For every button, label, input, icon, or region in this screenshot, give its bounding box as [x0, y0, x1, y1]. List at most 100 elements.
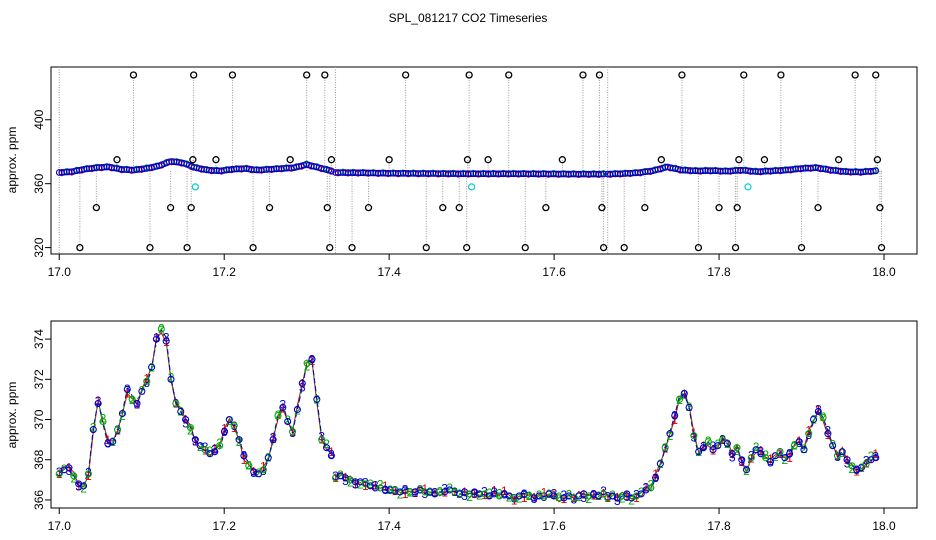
baseline-point	[844, 168, 852, 176]
baseline-point	[600, 170, 607, 178]
series-1-marker: 1	[844, 453, 851, 467]
series-1-marker: 1	[643, 481, 650, 495]
series-3-marker: 3	[700, 439, 707, 453]
outlier-point	[129, 71, 138, 79]
outlier-point	[760, 156, 769, 164]
series-2-marker: 2	[456, 487, 463, 501]
series-3-marker: 3	[531, 492, 538, 506]
top-x-axis: 17.0 17.2 17.4 17.6 17.8 18.0	[48, 254, 896, 279]
mean-point	[738, 456, 746, 464]
series-3-marker: 3	[710, 439, 717, 453]
series-1-marker: 1	[786, 451, 793, 465]
series-3-marker: 3	[481, 484, 488, 498]
baseline-point	[734, 167, 742, 174]
mean-point	[172, 399, 180, 407]
bottom-x-tick-label: 18.0	[872, 519, 896, 533]
series-2-marker: 2	[226, 414, 233, 428]
outlier-point	[401, 71, 410, 79]
series-2-marker: 2	[638, 485, 645, 499]
series-3-marker: 3	[124, 382, 131, 396]
series-2-marker: 2	[119, 409, 126, 423]
series-1-marker: 1	[710, 443, 717, 457]
outlier-point	[113, 156, 121, 164]
series-1-marker: 1	[662, 442, 669, 456]
baseline-point	[769, 167, 777, 175]
bottom-x-axis: 17.0 17.2 17.4 17.6 17.8 18.0	[48, 508, 896, 533]
series-2-marker: 2	[667, 429, 674, 443]
series-1-marker: 1	[561, 492, 568, 506]
mean-point	[723, 440, 731, 448]
outlier-point	[777, 71, 785, 79]
series-3-marker: 3	[786, 447, 793, 461]
mean-point	[308, 355, 316, 363]
top-plot-frame	[50, 66, 918, 255]
bottom-plot-frame	[50, 320, 918, 509]
mean-point	[298, 379, 306, 387]
top-x-tick-label: 17.4	[377, 265, 401, 279]
series-2-marker: 2	[158, 322, 165, 336]
mean-point	[623, 490, 631, 498]
series-1-marker: 1	[309, 354, 316, 368]
series-2-marker: 2	[506, 490, 513, 504]
series-2-marker: 2	[820, 410, 827, 424]
baseline-point	[95, 164, 103, 171]
mean-point	[421, 488, 429, 496]
series-3-marker: 3	[551, 487, 558, 501]
series-1-marker: 1	[56, 467, 63, 481]
series-2-marker: 2	[168, 370, 175, 384]
series-2-marker: 2	[313, 392, 320, 406]
outlier-point	[385, 156, 393, 164]
top-y-tick-label: 400	[32, 109, 46, 129]
baseline-point	[754, 168, 762, 175]
series-2-marker: 2	[197, 440, 204, 454]
series-1-marker: 1	[853, 465, 860, 479]
top-y-tick-label: 320	[32, 237, 46, 257]
series-3-marker: 3	[748, 448, 755, 462]
outlier-point	[422, 243, 430, 252]
series-3-marker: 3	[796, 436, 803, 450]
series-2-marker: 2	[575, 490, 582, 504]
outlier-point	[814, 203, 822, 212]
outlier-point	[872, 71, 880, 79]
baseline-point	[225, 166, 233, 174]
baseline-point	[512, 170, 520, 178]
series-3-marker: 3	[402, 483, 409, 497]
mean-point	[766, 458, 775, 466]
baseline-point	[829, 166, 837, 174]
outlier-point	[542, 203, 550, 212]
baseline-point	[572, 170, 580, 178]
series-2-marker: 2	[109, 435, 116, 449]
series-1-marker: 1	[279, 402, 286, 416]
baseline-point	[472, 170, 480, 178]
series-1-marker: 1	[719, 433, 726, 447]
mean-point	[84, 470, 92, 478]
series-2-marker: 2	[397, 487, 404, 501]
baseline-point	[609, 170, 617, 178]
series-2-marker: 2	[337, 468, 344, 482]
series-3-marker: 3	[289, 426, 296, 440]
baseline-point	[542, 170, 550, 178]
baseline-point	[462, 170, 470, 178]
series-3-marker: 3	[182, 416, 189, 430]
series-1-marker: 1	[95, 394, 102, 408]
series-3-marker: 3	[853, 463, 860, 477]
series-2-marker: 2	[801, 442, 808, 456]
baseline-point	[387, 169, 395, 177]
series-1-marker: 1	[511, 493, 518, 507]
series-1-marker: 1	[431, 485, 438, 499]
series-2-marker: 2	[387, 483, 394, 497]
outlier-point	[187, 203, 195, 212]
baseline-point	[362, 169, 369, 177]
series-1-marker: 1	[392, 484, 399, 498]
series-1-marker: 1	[600, 487, 607, 501]
series-3-marker: 3	[521, 487, 528, 501]
series-1-marker: 1	[412, 486, 419, 500]
series-1-marker: 1	[134, 397, 141, 411]
baseline-point	[724, 167, 732, 175]
series-3-marker: 3	[604, 489, 611, 503]
outlier-point	[505, 71, 513, 79]
mean-point	[786, 450, 794, 458]
series-2-marker: 2	[177, 405, 184, 419]
series-2-marker: 2	[791, 439, 798, 453]
outlier-point	[286, 156, 294, 164]
